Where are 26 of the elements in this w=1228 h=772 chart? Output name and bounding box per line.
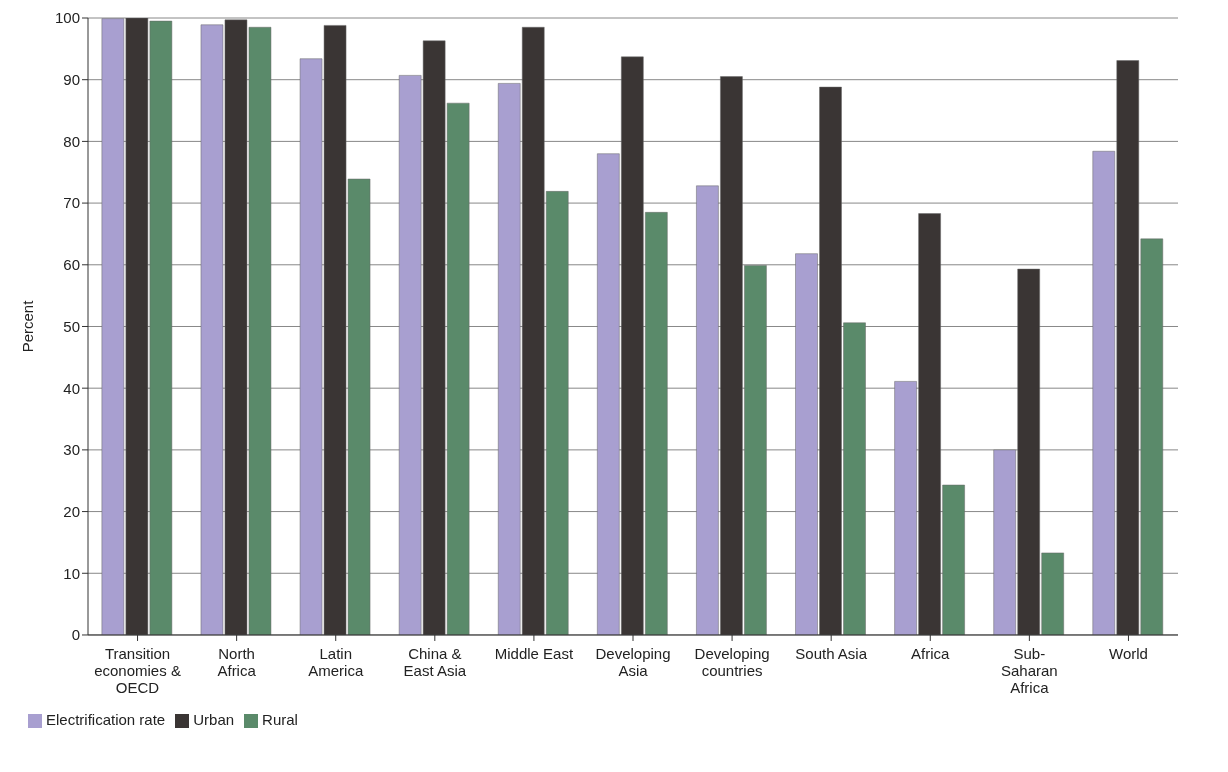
x-tick-label: Developing Asia [595,644,671,679]
y-tick-label: 20 [63,502,80,520]
x-tick-label: Sub-Saharan Africa [1001,644,1058,696]
x-tick-label: Middle East [494,644,574,662]
legend-label: Rural [262,710,298,728]
legend-label: Electrification rate [46,710,166,728]
y-tick-label: 30 [63,441,80,459]
y-tick-label: 100 [54,9,80,27]
y-tick-label: 40 [63,379,80,397]
y-tick-label: 50 [63,317,80,335]
x-tick-label: China & East Asia [403,644,467,679]
x-tick-label: Transition economies & OECD [94,644,181,696]
x-tick-label: World [1109,644,1148,662]
x-tick-label: Developing countries [694,644,770,679]
x-tick-label: South Asia [795,644,868,662]
x-tick-label: Africa [911,644,951,662]
y-tick-label: 80 [63,132,80,150]
y-tick-label: 10 [63,564,80,582]
x-tick-label: Latin America [308,644,364,679]
x-tick-label: North Africa [217,644,257,679]
y-axis-title: Percent [19,299,37,353]
y-tick-label: 60 [63,256,80,274]
y-tick-label: 0 [71,626,80,644]
legend-label: Urban [193,710,235,728]
y-tick-label: 70 [63,194,80,212]
y-tick-label: 90 [63,71,80,89]
